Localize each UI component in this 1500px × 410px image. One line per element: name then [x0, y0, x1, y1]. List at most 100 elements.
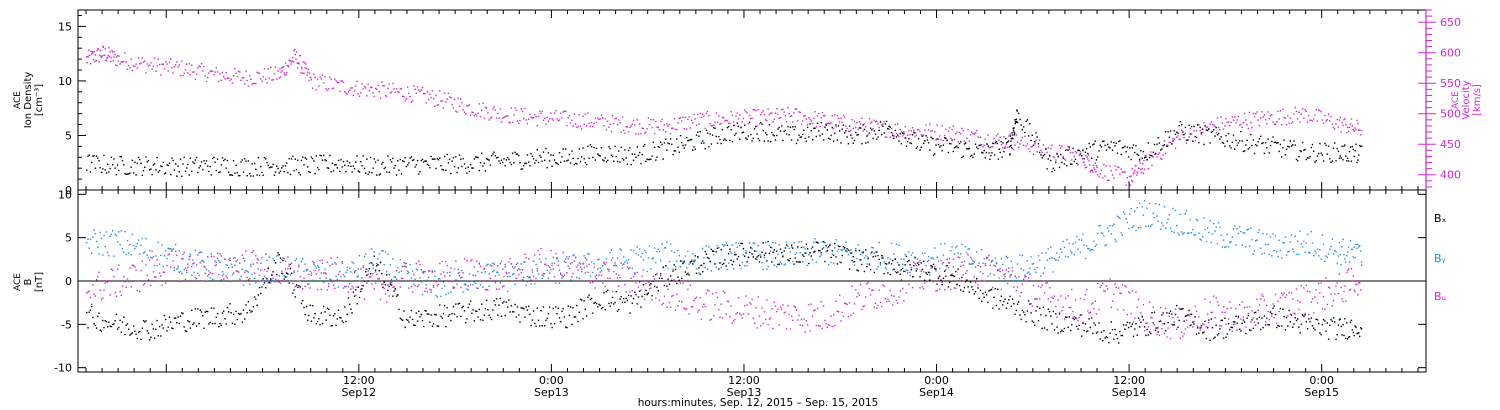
by-series-point — [610, 249, 613, 251]
bz-series-point — [1226, 307, 1228, 310]
bz-series-point — [508, 261, 510, 263]
by-series-point — [976, 251, 978, 253]
velocity-series-point — [1251, 126, 1253, 129]
density-series-point — [994, 142, 997, 144]
density-series-point — [1018, 112, 1020, 115]
bz-series-point — [782, 304, 784, 306]
velocity-series-point — [594, 117, 596, 119]
by-series-point — [357, 275, 359, 277]
density-series-point — [1155, 152, 1157, 155]
bz-series-point — [953, 287, 956, 289]
bz-series-point — [246, 276, 248, 278]
density-series-point — [414, 166, 416, 168]
by-series-point — [257, 268, 259, 270]
velocity-series-point — [118, 55, 120, 57]
bz-series-point — [983, 280, 985, 282]
bz-series-point — [1200, 327, 1203, 329]
density-series-point — [1076, 162, 1078, 165]
bz-series-point — [730, 305, 732, 307]
density-series-point — [736, 122, 738, 124]
density-series-point — [1234, 148, 1236, 150]
velocity-series-point — [1358, 129, 1360, 131]
bx-series-point — [386, 274, 388, 276]
velocity-series-point — [340, 80, 342, 82]
density-series-point — [536, 149, 538, 151]
bz-series-point — [720, 303, 722, 305]
density-series-point — [430, 155, 432, 158]
bz-series-point — [1188, 314, 1190, 317]
by-series-point — [170, 248, 172, 250]
density-series-point — [697, 131, 699, 133]
bx-series-point — [581, 299, 583, 301]
bz-series-point — [567, 265, 569, 267]
bz-series-point — [783, 312, 785, 314]
bz-series-point — [551, 264, 553, 267]
bx-series-point — [462, 305, 464, 307]
bz-series-point — [678, 300, 680, 302]
density-ylabel: ACE Ion Density [cm⁻³] — [13, 72, 45, 129]
bx-series-point — [837, 245, 840, 247]
bx-series-point — [146, 330, 148, 332]
velocity-series-point — [1264, 119, 1267, 121]
bz-series-point — [565, 261, 567, 263]
velocity-series-point — [166, 63, 168, 65]
by-series-point — [283, 275, 285, 277]
bx-series-point — [850, 252, 852, 254]
by-series-point — [589, 275, 592, 277]
by-series-point — [960, 253, 962, 255]
by-series-point — [926, 260, 929, 263]
bz-series-point — [768, 318, 771, 320]
by-series-point — [818, 242, 820, 244]
velocity-series-point — [811, 122, 814, 125]
velocity-series-point — [1253, 116, 1256, 118]
by-series-point — [689, 262, 692, 264]
by-series-point — [634, 272, 636, 274]
velocity-series-point — [925, 124, 927, 126]
by-series-point — [1156, 215, 1158, 217]
density-series-point — [747, 135, 750, 137]
by-series-point — [284, 260, 287, 262]
density-series-point — [1135, 145, 1137, 147]
velocity-series-point — [947, 130, 950, 132]
density-series-point — [394, 164, 396, 167]
by-series-point — [593, 263, 595, 265]
by-series-point — [1308, 251, 1310, 254]
by-series-point — [525, 284, 527, 286]
bx-series-point — [136, 337, 138, 340]
by-series-point — [661, 243, 663, 245]
by-series-point — [684, 255, 687, 257]
density-series-point — [1272, 136, 1274, 138]
bz-series-point — [1122, 309, 1125, 311]
by-series-point — [353, 272, 356, 274]
velocity-series-point — [973, 133, 975, 135]
bx-series-point — [541, 325, 543, 327]
bz-series-point — [778, 324, 780, 326]
bz-series-point — [647, 281, 650, 284]
velocity-series-point — [921, 134, 924, 137]
density-series-point — [598, 154, 600, 156]
by-series-point — [340, 275, 342, 278]
bz-series-point — [1002, 269, 1004, 272]
density-series-point — [904, 137, 906, 139]
density-series-point — [1290, 145, 1293, 147]
bz-series-point — [1004, 273, 1006, 275]
bx-series-point — [87, 327, 89, 329]
velocity-series-point — [1303, 117, 1305, 119]
density-series-point — [914, 132, 916, 134]
bz-series-point — [935, 290, 937, 292]
bz-series-point — [621, 267, 624, 269]
velocity-series-point — [967, 129, 969, 131]
bx-series-point — [147, 332, 150, 334]
bx-series-point — [514, 303, 516, 306]
density-series-point — [184, 170, 187, 172]
bx-series-point — [218, 326, 220, 328]
bx-series-point — [508, 299, 510, 301]
bx-series-point — [460, 315, 462, 318]
by-series-point — [136, 243, 138, 245]
density-series-point — [279, 170, 282, 172]
bz-series-point — [1179, 337, 1182, 339]
bz-series-point — [857, 292, 859, 294]
density-series-point — [467, 166, 469, 168]
bx-series-point — [346, 313, 348, 316]
bx-series-point — [813, 251, 815, 253]
